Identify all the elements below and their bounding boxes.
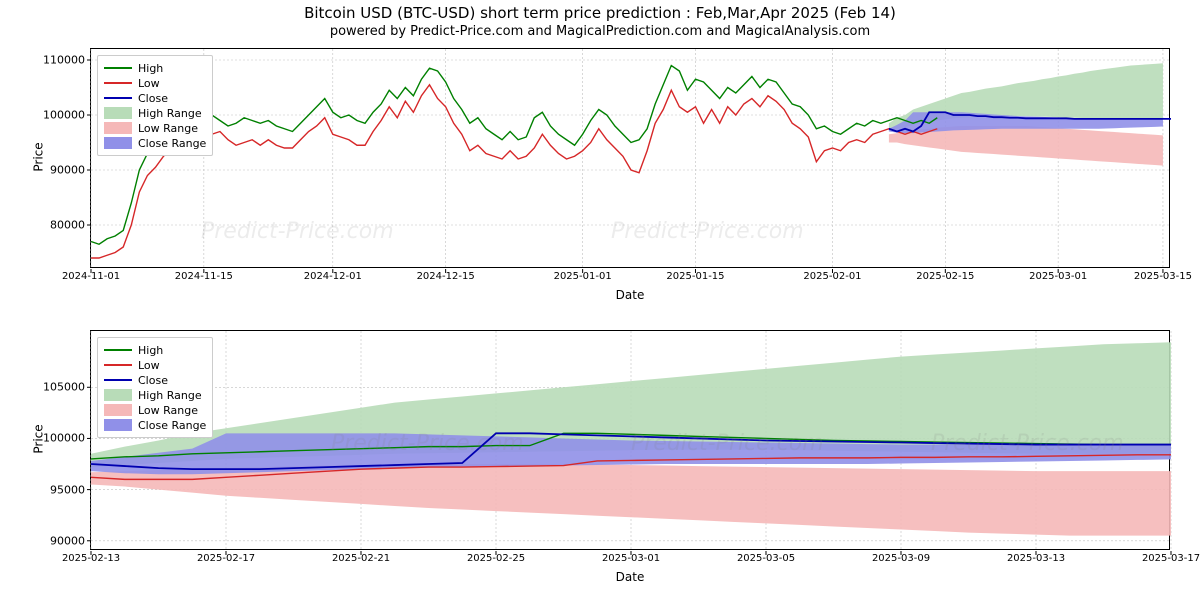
x-tick: 2025-02-21 — [332, 549, 390, 564]
x-tick: 2025-02-17 — [197, 549, 255, 564]
legend-swatch-high-range — [104, 389, 132, 401]
figure: Bitcoin USD (BTC-USD) short term price p… — [0, 0, 1200, 600]
legend-label: High — [138, 62, 163, 75]
x-tick: 2025-01-01 — [554, 267, 612, 282]
x-tick: 2024-11-01 — [62, 267, 120, 282]
x-tick: 2025-02-13 — [62, 549, 120, 564]
y-tick: 90000 — [50, 534, 91, 547]
legend-swatch-low-range — [104, 404, 132, 416]
y-tick: 100000 — [43, 109, 91, 122]
y-tick: 90000 — [50, 164, 91, 177]
y-tick: 110000 — [43, 54, 91, 67]
y-tick: 95000 — [50, 483, 91, 496]
legend-label: High Range — [138, 389, 202, 402]
x-tick: 2025-02-01 — [803, 267, 861, 282]
legend: High Low Close High Range Low Range Clos… — [97, 55, 213, 156]
legend-swatch-high-range — [104, 107, 132, 119]
x-tick: 2025-03-17 — [1142, 549, 1200, 564]
x-axis-label: Date — [90, 570, 1170, 584]
y-tick: 105000 — [43, 381, 91, 394]
x-tick: 2025-03-09 — [872, 549, 930, 564]
legend-label: Close Range — [138, 419, 206, 432]
x-tick: 2024-12-01 — [304, 267, 362, 282]
chart-subtitle: powered by Predict-Price.com and Magical… — [0, 24, 1200, 39]
legend-label: High — [138, 344, 163, 357]
legend-label: Low Range — [138, 122, 198, 135]
y-tick: 80000 — [50, 219, 91, 232]
x-tick: 2025-03-01 — [1029, 267, 1087, 282]
legend-label: Low Range — [138, 404, 198, 417]
chart-panel-top: Predict-Price.com Predict-Price.com High… — [90, 48, 1170, 268]
legend-swatch-high — [104, 67, 132, 69]
x-tick: 2025-03-15 — [1134, 267, 1192, 282]
legend-label: Close — [138, 374, 168, 387]
legend-swatch-close — [104, 97, 132, 99]
x-tick: 2025-03-05 — [737, 549, 795, 564]
y-tick: 100000 — [43, 432, 91, 445]
legend-swatch-close-range — [104, 419, 132, 431]
x-tick: 2024-11-15 — [175, 267, 233, 282]
chart-title: Bitcoin USD (BTC-USD) short term price p… — [0, 4, 1200, 22]
x-tick: 2025-01-15 — [666, 267, 724, 282]
legend-label: Low — [138, 77, 160, 90]
x-tick: 2025-02-25 — [467, 549, 525, 564]
x-tick: 2025-03-13 — [1007, 549, 1065, 564]
legend-swatch-high — [104, 349, 132, 351]
legend-swatch-close-range — [104, 137, 132, 149]
y-axis-label: Price — [32, 142, 46, 171]
x-tick: 2025-02-15 — [916, 267, 974, 282]
chart-panel-bottom: Predict-Price.com Predict-Price.com Pred… — [90, 330, 1170, 550]
legend-swatch-low — [104, 364, 132, 366]
legend-swatch-close — [104, 379, 132, 381]
x-axis-label: Date — [90, 288, 1170, 302]
legend-label: Close — [138, 92, 168, 105]
x-tick: 2024-12-15 — [417, 267, 475, 282]
legend: High Low Close High Range Low Range Clos… — [97, 337, 213, 438]
legend-swatch-low — [104, 82, 132, 84]
legend-label: Close Range — [138, 137, 206, 150]
legend-swatch-low-range — [104, 122, 132, 134]
y-axis-label: Price — [32, 424, 46, 453]
legend-label: High Range — [138, 107, 202, 120]
legend-label: Low — [138, 359, 160, 372]
x-tick: 2025-03-01 — [602, 549, 660, 564]
